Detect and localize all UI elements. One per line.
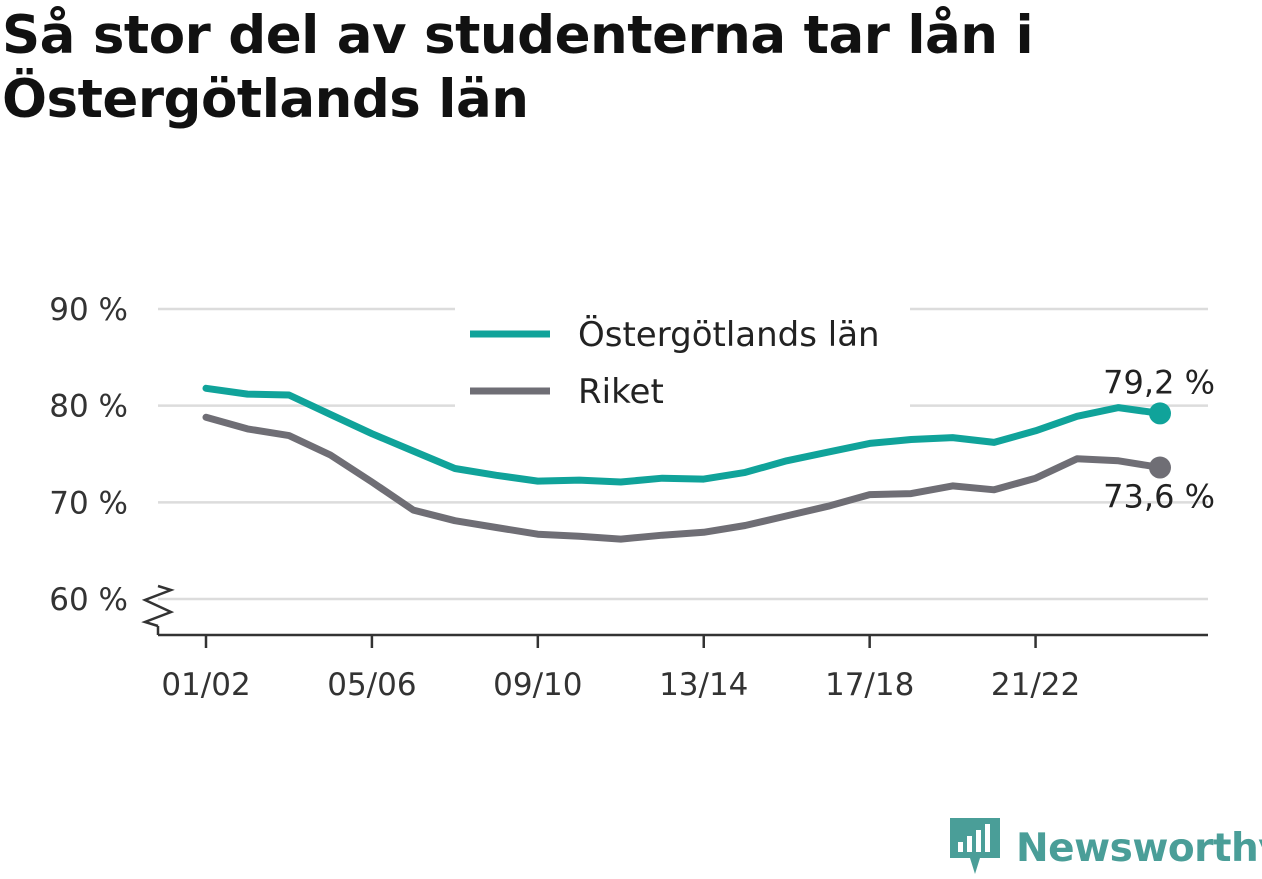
legend-label: Östergötlands län [578,314,880,355]
x-tick-label: 21/22 [991,667,1080,703]
end-value-label: 73,6 % [1103,478,1215,516]
legend-label: Riket [578,372,664,412]
y-tick-label: 60 % [49,582,128,618]
brand-name: Newsworthy [1016,825,1262,871]
series-end-point [1149,456,1171,479]
y-tick-label: 80 % [49,389,128,425]
end-value-label: 79,2 % [1103,363,1215,401]
y-tick-label: 70 % [49,485,128,521]
end-labels: 79,2 % 73,6 % [1103,363,1215,515]
x-tick-label: 09/10 [493,667,582,703]
y-tick-label: 90 % [49,292,128,328]
axes: 60 % 70 % 80 % 90 % 01/02 05/06 09/10 13/14 17/1… [49,292,1208,703]
x-tick-label: 05/06 [327,667,416,703]
series-line [202,413,1164,543]
x-tick-label: 17/18 [825,667,914,703]
series-line [202,384,1164,486]
brand-logo: Newsworthy [950,818,1262,878]
x-tick-label: 01/02 [161,667,250,703]
series-end-point [1149,402,1171,425]
x-tick-label: 13/14 [659,667,748,703]
y-axis-break-mark [141,584,175,628]
legend: Östergötlands län Riket [455,298,910,412]
chart-title: Så stor del av studenterna tar lån i Öst… [2,5,1034,130]
newsworthy-logo-icon [950,818,1000,874]
series-lines [202,384,1171,543]
